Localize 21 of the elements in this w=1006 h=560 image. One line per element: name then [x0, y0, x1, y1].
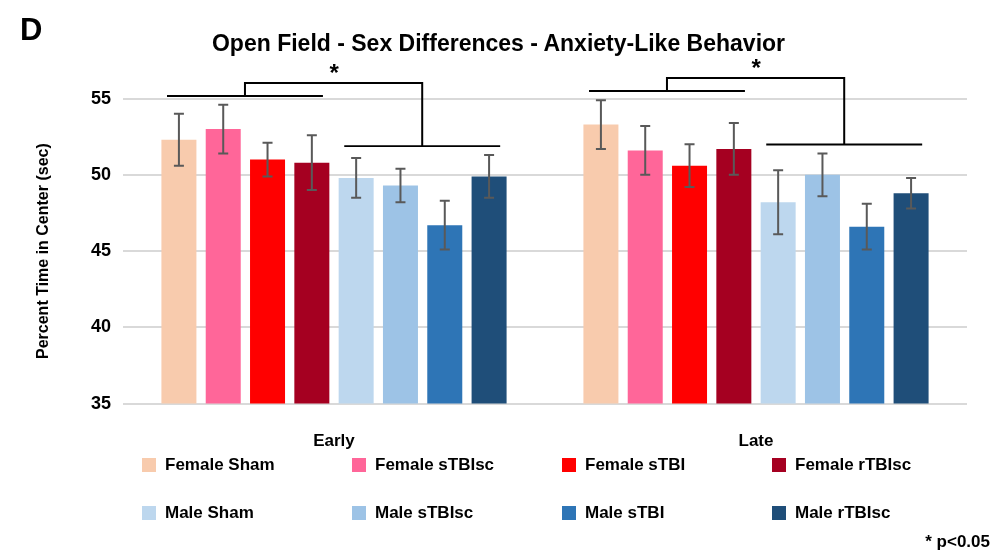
text: D [20, 12, 43, 47]
text: * [751, 54, 761, 82]
legend-label: Male Sham [165, 503, 254, 523]
chart-title: Open Field - Sex Differences - Anxiety-Like Behavior [211, 30, 786, 57]
text: * p<0.05 [925, 532, 990, 551]
y-tick-label: 55 [90, 87, 111, 108]
y-tick-label: 50 [90, 163, 111, 184]
y-tick-label: 35 [90, 392, 111, 413]
legend-label: Female sTBI [585, 455, 686, 475]
y-tick-label: 40 [90, 316, 111, 337]
legend-label: Male sTBIsc [375, 503, 474, 523]
legend-label: Female rTBIsc [795, 455, 912, 475]
y-axis-title: Percent Time in Center (sec) [34, 143, 52, 359]
legend-label: Male sTBI [585, 503, 665, 523]
y-tick-label: 45 [90, 240, 111, 261]
legend-label: Male rTBIsc [795, 503, 891, 523]
legend-label: Female Sham [165, 455, 275, 475]
x-tick-label: Early [313, 431, 356, 451]
legend-label: Female sTBIsc [375, 455, 495, 475]
text: * [329, 58, 339, 86]
x-tick-label: Late [738, 431, 774, 451]
